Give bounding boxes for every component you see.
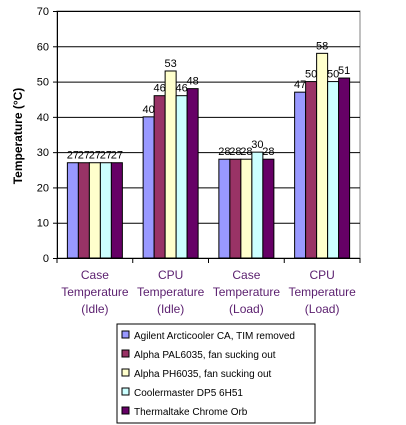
legend-label: Alpha PH6035, fan sucking out (134, 369, 272, 380)
category-label-line: (Load) (229, 302, 264, 316)
data-label: 46 (154, 83, 166, 95)
y-tick-label: 40 (37, 112, 49, 124)
bar (66, 162, 79, 259)
category-label-line: (Idle) (157, 302, 184, 316)
bar (175, 95, 188, 259)
legend-swatch (121, 349, 130, 358)
y-axis-title: Temperature (°C) (11, 88, 25, 185)
y-tick-label: 70 (37, 6, 49, 18)
data-label: 30 (251, 139, 263, 151)
bar (251, 151, 264, 259)
data-label: 28 (262, 146, 274, 158)
bar (316, 52, 329, 259)
bar (218, 158, 231, 259)
bar (88, 162, 101, 259)
data-label: 28 (240, 146, 252, 158)
data-label: 27 (89, 150, 101, 162)
category-label: CPU Temperature (Idle) (137, 268, 205, 316)
data-label: 27 (67, 150, 79, 162)
category-label-line: Temperature (213, 285, 281, 299)
y-tick-label: 60 (37, 41, 49, 53)
legend: Agilent Arcticooler CA, TIM removed Alpha… (116, 323, 316, 424)
bar (77, 162, 90, 259)
bar (142, 116, 155, 259)
data-label: 58 (316, 40, 328, 52)
bar (305, 81, 318, 259)
data-label: 27 (111, 150, 123, 162)
bar (110, 162, 123, 259)
category-label: Case Temperature (Idle) (61, 268, 129, 316)
y-tick-label: 10 (37, 218, 49, 230)
bar (338, 77, 351, 259)
data-label: 48 (187, 76, 199, 88)
bar (186, 88, 199, 259)
data-label: 27 (100, 150, 112, 162)
data-label: 46 (176, 83, 188, 95)
y-tick-label: 30 (37, 147, 49, 159)
bar (164, 70, 177, 259)
bar (294, 91, 307, 259)
y-tick-labels: 0 10 20 30 40 50 60 70 (37, 6, 49, 265)
data-label: 53 (165, 58, 177, 70)
bar (327, 81, 340, 259)
y-tick-label: 20 (37, 182, 49, 194)
data-label: 50 (305, 69, 317, 81)
bar (229, 158, 242, 259)
category-label-line: Case (232, 268, 260, 282)
axes (56, 11, 361, 263)
legend-swatch (121, 387, 130, 396)
category-label-line: Temperature (137, 285, 205, 299)
data-label: 28 (229, 146, 241, 158)
legend-swatch (121, 406, 130, 415)
bars (66, 52, 351, 259)
legend-box (116, 323, 316, 424)
bar (262, 158, 275, 259)
category-label-line: (Load) (305, 302, 340, 316)
y-tick-label: 50 (37, 77, 49, 89)
data-label: 50 (327, 69, 339, 81)
category-label-line: CPU (158, 268, 183, 282)
category-labels: Case Temperature (Idle) CPU Temperature (Idle… (61, 268, 356, 316)
bar (240, 158, 253, 259)
category-label: CPU Temperature (Load) (288, 268, 356, 316)
data-label: 27 (78, 150, 90, 162)
legend-label: Coolermaster DP5 6H51 (134, 388, 243, 399)
category-label-line: CPU (309, 268, 334, 282)
y-tick-label: 0 (43, 253, 49, 265)
legend-swatch (121, 330, 130, 339)
legend-label: Agilent Arcticooler CA, TIM removed (134, 331, 295, 342)
bar (153, 95, 166, 259)
legend-label: Thermaltake Chrome Orb (134, 407, 248, 418)
data-label: 40 (143, 104, 155, 116)
category-label-line: Temperature (61, 285, 129, 299)
data-label: 47 (294, 79, 306, 91)
category-label-line: Case (81, 268, 109, 282)
bar (99, 162, 112, 259)
legend-swatch (121, 368, 130, 377)
data-label: 51 (338, 65, 350, 77)
legend-label: Alpha PAL6035, fan sucking out (134, 350, 276, 361)
category-label-line: (Idle) (81, 302, 108, 316)
category-label: Case Temperature (Load) (213, 268, 281, 316)
data-label: 28 (218, 146, 230, 158)
category-label-line: Temperature (288, 285, 356, 299)
